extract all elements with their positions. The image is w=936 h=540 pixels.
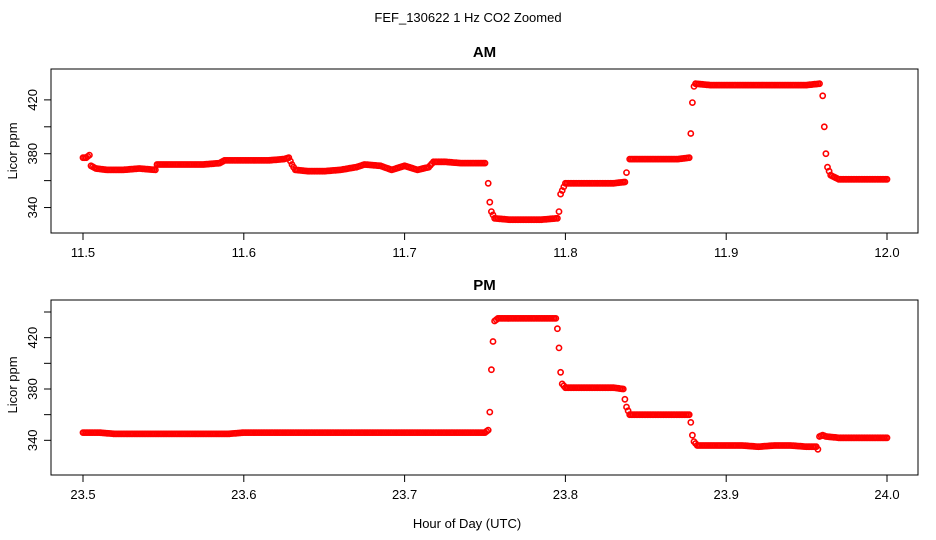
x-axis-label: Hour of Day (UTC) xyxy=(413,516,521,531)
am-data-point xyxy=(689,99,696,106)
am-panel-title: AM xyxy=(473,44,496,61)
pm-data-point xyxy=(687,418,695,426)
am-y-axis: 340 380 420 xyxy=(25,89,51,218)
pm-panel: PM 23.5 23.6 23.7 23.8 23.9 24.0 340 380 420 Li… xyxy=(5,277,919,502)
figure-title: FEF_130622 1 Hz CO2 Zoomed xyxy=(374,10,561,25)
am-data-fill-point xyxy=(286,157,294,165)
pm-data-point xyxy=(689,431,696,439)
pm-y-tick-label: 380 xyxy=(25,378,40,400)
am-data-point xyxy=(623,169,630,176)
pm-data-point xyxy=(621,395,629,403)
pm-x-tick-label: 23.5 xyxy=(70,487,95,502)
am-data-point xyxy=(555,208,563,215)
am-data-point xyxy=(816,80,823,88)
pm-x-axis: 23.5 23.6 23.7 23.8 23.9 24.0 xyxy=(70,475,900,502)
am-x-tick-label: 11.6 xyxy=(232,245,256,260)
pm-data-point xyxy=(484,426,492,434)
pm-data-point xyxy=(814,445,822,453)
am-data-fill-point xyxy=(489,211,497,219)
pm-x-tick-label: 23.9 xyxy=(714,487,739,502)
am-panel: AM 11.5 11.6 11.7 11.8 11.9 12.0 340 380 420 Li… xyxy=(5,44,919,260)
pm-x-tick-label: 23.7 xyxy=(392,487,417,502)
am-data-point xyxy=(685,154,693,162)
pm-y-axis-label: Licor ppm xyxy=(5,356,20,413)
am-data-point xyxy=(822,150,830,158)
am-data-point xyxy=(883,175,891,183)
am-y-axis-label: Licor ppm xyxy=(5,122,20,179)
am-data-point xyxy=(486,198,494,206)
am-y-tick-label: 380 xyxy=(25,143,40,165)
pm-data-point xyxy=(557,368,564,376)
pm-plot-frame xyxy=(50,299,919,476)
pm-y-tick-label: 420 xyxy=(25,327,40,349)
pm-data-point xyxy=(685,411,693,419)
am-data-point xyxy=(285,154,293,162)
pm-data-point xyxy=(552,314,560,322)
pm-data-point xyxy=(489,338,497,345)
am-plot-frame xyxy=(50,68,919,234)
pm-x-tick-label: 23.8 xyxy=(553,487,578,502)
am-data-point xyxy=(621,178,629,186)
am-x-axis: 11.5 11.6 11.7 11.8 11.9 12.0 xyxy=(71,233,900,260)
am-data-point xyxy=(819,92,827,100)
am-x-tick-label: 11.9 xyxy=(714,245,738,260)
pm-data-point xyxy=(555,344,563,352)
am-data-point xyxy=(487,208,495,215)
pm-data-point xyxy=(883,434,891,442)
am-x-tick-label: 11.8 xyxy=(553,245,577,260)
pm-data-point xyxy=(486,408,494,416)
am-y-tick-label: 420 xyxy=(25,89,40,111)
pm-x-tick-label: 24.0 xyxy=(874,487,899,502)
am-points xyxy=(79,80,891,224)
pm-x-tick-label: 23.6 xyxy=(231,487,256,502)
pm-y-axis: 340 380 420 xyxy=(25,311,51,451)
am-data-point xyxy=(820,123,828,131)
am-x-tick-label: 11.5 xyxy=(71,245,95,260)
am-data-point xyxy=(484,179,492,187)
pm-points xyxy=(79,314,891,453)
am-data-point xyxy=(687,130,695,137)
pm-panel-title: PM xyxy=(473,277,496,294)
am-data-point xyxy=(481,159,489,167)
am-y-tick-label: 340 xyxy=(25,197,40,219)
pm-data-point xyxy=(619,385,627,393)
am-data-point xyxy=(554,214,561,222)
pm-data-point xyxy=(554,325,561,333)
am-x-tick-label: 12.0 xyxy=(874,245,899,260)
pm-y-tick-label: 340 xyxy=(25,429,40,451)
am-data-point xyxy=(86,151,93,159)
pm-data-point xyxy=(487,366,495,374)
am-x-tick-label: 11.7 xyxy=(392,245,416,260)
